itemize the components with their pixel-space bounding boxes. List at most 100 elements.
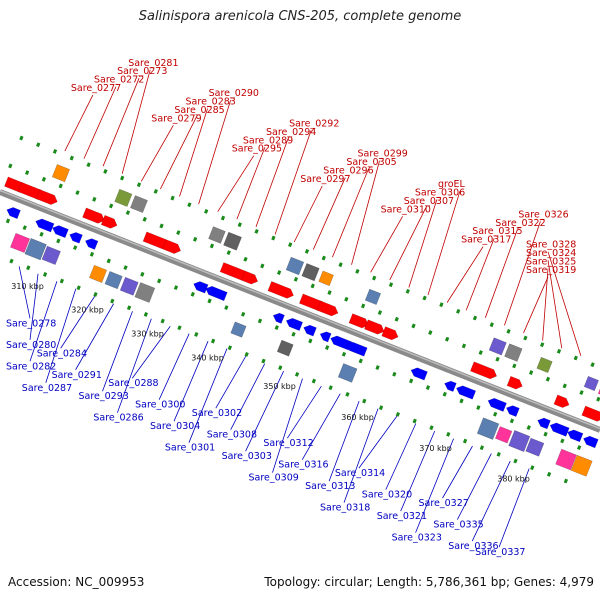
forward-gene-arrow: [553, 394, 570, 408]
ring-dot: [260, 263, 265, 269]
gene-features: [4, 164, 600, 477]
forward-gene-label: Sare_0283: [186, 97, 236, 108]
ring-dot: [563, 478, 569, 484]
reverse-gene-label: Sare_0308: [207, 430, 257, 441]
genome-backbone-highlight: [0, 189, 600, 430]
ring-dot: [276, 270, 282, 276]
reverse-label-connector: [173, 341, 209, 422]
reverse-cog-block-shape: [337, 363, 358, 383]
forward-cog-block-shape: [318, 270, 334, 287]
forward-label-connector: [523, 276, 549, 334]
reverse-gene-arrow: [6, 207, 21, 220]
reverse-gene-label: Sare_0282: [6, 361, 56, 372]
forward-cog-block: [114, 188, 133, 207]
reverse-cog-block: [508, 430, 531, 452]
reverse-gene-label: Sare_0316: [278, 460, 328, 471]
ring-dot: [579, 390, 584, 395]
ring-dot: [36, 142, 41, 148]
ring-dot: [224, 305, 229, 311]
forward-gene-label: Sare_0289: [243, 135, 293, 146]
reverse-gene-arrow: [410, 367, 428, 381]
ring-dot: [577, 445, 582, 450]
reverse-gene-label: Sare_0302: [192, 408, 242, 419]
forward-cog-block: [504, 343, 523, 362]
ring-dot: [42, 272, 48, 277]
forward-label-connector: [217, 155, 255, 212]
ring-dot: [271, 235, 276, 241]
ring-dot: [9, 258, 14, 264]
ring-dot: [59, 278, 65, 284]
reverse-cog-block: [89, 264, 108, 283]
reverse-gene-label: Sare_0304: [150, 421, 200, 432]
ring-dot: [89, 251, 95, 257]
reverse-gene-arrow-shape: [69, 232, 83, 244]
reverse-gene-arrow-shape: [549, 422, 570, 437]
forward-label-connector: [446, 246, 484, 303]
forward-cog-block: [583, 375, 599, 392]
ring-dot: [308, 338, 313, 344]
ring-dot: [93, 292, 98, 297]
reverse-gene-label: Sare_0327: [418, 498, 468, 509]
forward-gene-arrow-shape: [553, 394, 570, 408]
forward-cog-block-shape: [130, 195, 148, 214]
ring-dot: [573, 355, 578, 361]
reverse-label-connector: [215, 356, 247, 409]
forward-label-connector: [102, 78, 140, 167]
reverse-cog-block: [10, 232, 31, 254]
reverse-cog-block: [230, 321, 247, 338]
ring-dot: [358, 358, 363, 364]
ring-dot: [528, 370, 534, 375]
forward-gene-arrow-shape: [35, 189, 58, 205]
ring-dot: [459, 398, 464, 404]
reverse-gene-arrow-shape: [285, 317, 304, 331]
ring-dot: [76, 285, 81, 291]
ring-dot: [157, 278, 162, 284]
reverse-gene-arrow-shape: [319, 331, 332, 343]
reverse-cog-block-shape: [555, 448, 577, 471]
ring-dot: [377, 310, 383, 315]
ring-dot: [344, 296, 349, 302]
ring-dot: [103, 168, 108, 174]
tick-label: 350 kbp: [263, 382, 296, 391]
forward-gene-label: Sare_0299: [358, 149, 408, 160]
forward-gene-label: Sare_0307: [404, 196, 454, 207]
reverse-gene-arrow-shape: [487, 398, 507, 412]
forward-cog-block-shape: [364, 288, 382, 305]
reverse-cog-block: [276, 339, 294, 357]
reverse-cog-block: [494, 426, 513, 444]
reverse-gene-arrow: [69, 232, 83, 244]
reverse-label-connector: [230, 363, 266, 430]
forward-gene-arrow: [316, 300, 339, 317]
reverse-gene-arrow: [583, 435, 599, 449]
reverse-gene-label: Sare_0293: [78, 391, 128, 402]
ring-dot: [362, 398, 367, 404]
reverse-gene-arrow: [303, 324, 317, 337]
forward-cog-block-shape: [301, 263, 320, 282]
ring-dot: [194, 331, 199, 337]
ring-dot: [425, 385, 431, 390]
forward-label-connector: [312, 177, 346, 250]
forward-label-connector: [179, 108, 208, 197]
forward-gene-label: Sare_0317: [461, 235, 511, 246]
forward-gene-arrow-shape: [506, 375, 523, 390]
ring-dot: [456, 308, 461, 314]
reverse-cog-block: [119, 276, 139, 296]
reverse-gene-label: Sare_0320: [362, 490, 412, 501]
forward-gene-label: Sare_0306: [415, 187, 465, 198]
reverse-gene-arrow: [537, 417, 551, 430]
reverse-label-connector: [471, 460, 511, 542]
forward-gene-arrow: [381, 326, 399, 341]
forward-cog-block-shape: [114, 188, 133, 207]
ring-dot: [310, 283, 315, 289]
reverse-gene-label: Sare_0335: [433, 520, 483, 531]
reverse-label-connector: [131, 325, 171, 379]
reverse-label-connector: [18, 266, 31, 319]
forward-label-connector: [198, 99, 232, 205]
reverse-gene-arrow: [84, 238, 99, 250]
forward-label-connector: [504, 221, 541, 326]
reverse-gene-arrow-shape: [444, 380, 457, 392]
reverse-gene-arrow: [549, 422, 570, 437]
ring-dot: [378, 405, 384, 411]
reverse-gene-label: Sare_0280: [6, 340, 56, 351]
ring-dot: [311, 378, 317, 384]
